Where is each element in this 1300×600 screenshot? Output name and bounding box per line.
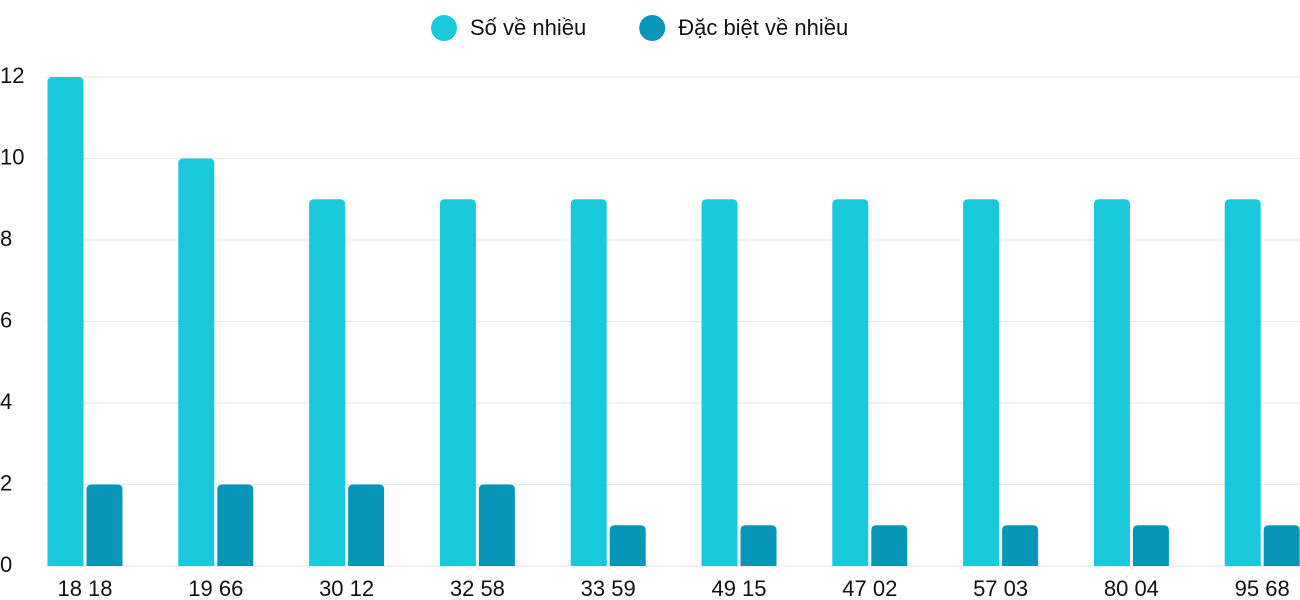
- bar: [740, 525, 777, 566]
- bar: [609, 525, 646, 566]
- x-tick-label: 80 04: [1104, 576, 1159, 600]
- bar: [1263, 525, 1300, 566]
- x-tick-label: 49 15: [711, 576, 766, 600]
- bar: [1132, 525, 1169, 566]
- bar: [478, 484, 515, 566]
- legend-swatch: [639, 15, 666, 41]
- x-tick-label: 95 68: [1235, 576, 1290, 600]
- x-tick-label: 47 02: [842, 576, 897, 600]
- y-tick-label: 4: [0, 389, 12, 414]
- bar: [701, 199, 738, 566]
- y-tick-label: 8: [0, 226, 12, 251]
- x-tick-label: 18 18: [57, 576, 112, 600]
- bar: [963, 199, 1000, 566]
- y-tick-label: 2: [0, 470, 12, 495]
- x-tick-label: 30 12: [319, 576, 374, 600]
- bar: [178, 158, 215, 566]
- legend-label: Đặc biệt về nhiều: [678, 15, 848, 40]
- bar: [217, 484, 254, 566]
- bar: [1224, 199, 1261, 566]
- bar: [86, 484, 123, 566]
- bar: [1002, 525, 1039, 566]
- bar: [47, 77, 84, 566]
- x-tick-label: 57 03: [973, 576, 1028, 600]
- y-tick-label: 6: [0, 307, 12, 332]
- bar: [348, 484, 385, 566]
- bar: [309, 199, 346, 566]
- x-tick-label: 19 66: [188, 576, 243, 600]
- bar: [570, 199, 607, 566]
- bar: [439, 199, 476, 566]
- y-tick-label: 12: [0, 63, 24, 88]
- legend-swatch: [431, 15, 457, 41]
- y-tick-label: 0: [0, 552, 12, 577]
- bar: [1093, 199, 1130, 566]
- legend-label: Số về nhiều: [470, 15, 586, 40]
- bar: [871, 525, 908, 566]
- x-tick-label: 32 58: [450, 576, 505, 600]
- x-tick-label: 33 59: [581, 576, 636, 600]
- y-tick-label: 10: [0, 144, 24, 169]
- bar: [832, 199, 869, 566]
